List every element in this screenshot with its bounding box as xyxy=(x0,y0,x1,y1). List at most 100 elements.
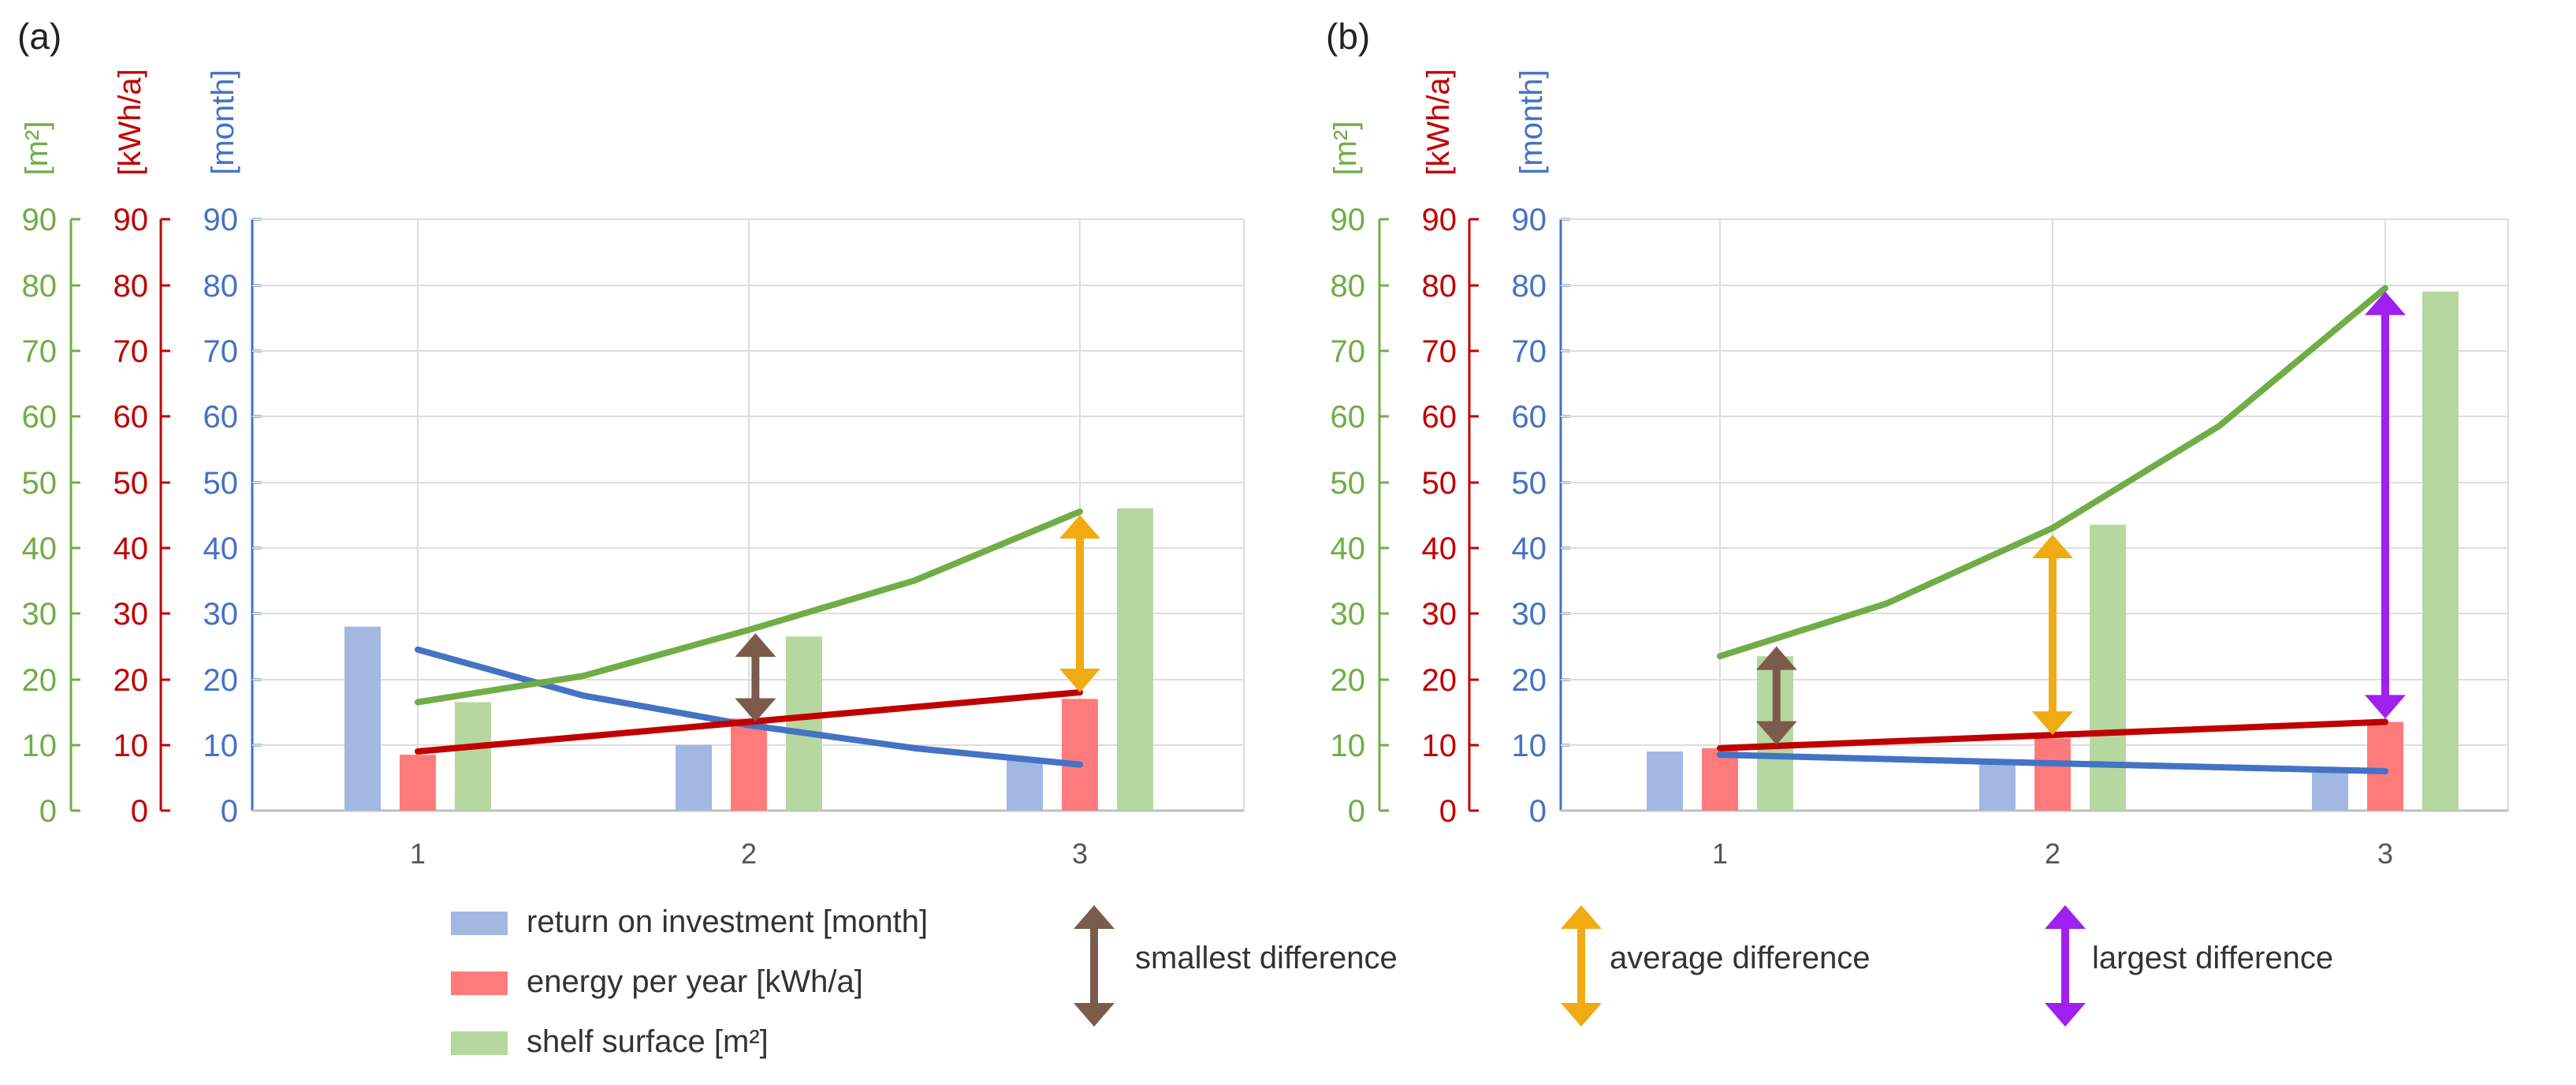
energy-tick-label: 60 xyxy=(114,400,149,434)
shelf-tick-label: 80 xyxy=(22,269,58,304)
energy-tick-label: 80 xyxy=(114,269,149,304)
average-difference-arrow-b xyxy=(2032,535,2073,736)
trend-line-shelf-b xyxy=(1717,285,2388,660)
panel-label-a: (a) xyxy=(17,16,61,57)
roi-tick-label: 30 xyxy=(1512,597,1547,632)
shelf-tick-label: 70 xyxy=(1331,334,1366,369)
energy-axis-tickmarks-b xyxy=(1469,218,1479,812)
bar-roi-b-1 xyxy=(1647,751,1683,811)
legend-average-arrow-head-down xyxy=(1561,1003,1602,1027)
energy-tick-label: 10 xyxy=(1422,729,1457,763)
x-axis-labels-b: 1 2 3 xyxy=(1712,837,2393,870)
smallest-arrow-b-head-up xyxy=(1755,646,1797,670)
legend-average-arrow-head-up xyxy=(1561,905,1602,929)
shelf-tick-label: 50 xyxy=(1331,466,1366,501)
axis-unit-shelf-b: [m²] xyxy=(1328,121,1363,176)
difference-arrows-b xyxy=(1755,291,2406,745)
shelf-axis-tickmarks-b xyxy=(1379,218,1389,812)
roi-tick-label: 30 xyxy=(203,597,239,632)
roi-tick-label: 40 xyxy=(203,531,239,566)
average-arrow-a-head-down xyxy=(1059,669,1100,692)
legend-label-average: average difference xyxy=(1610,941,1871,975)
average-difference-arrow-a xyxy=(1059,515,1100,692)
average-arrow-a-head-up xyxy=(1059,515,1100,539)
trend-line-roi-b xyxy=(1717,751,2388,774)
average-arrow-b-head-up xyxy=(2032,535,2073,558)
legend-largest-arrow-head-down xyxy=(2045,1003,2086,1027)
axis-unit-roi-a: [month] xyxy=(206,69,240,174)
legend-label-largest: largest difference xyxy=(2092,941,2333,975)
energy-tick-label: 50 xyxy=(1422,466,1457,501)
legend-label-energy: energy per year [kWh/a] xyxy=(527,964,863,999)
roi-tick-label: 50 xyxy=(203,466,239,501)
shelf-tick-label: 0 xyxy=(39,794,57,829)
roi-tick-label: 90 xyxy=(203,203,239,237)
shelf-tick-label: 60 xyxy=(1331,400,1366,434)
shelf-tick-label: 40 xyxy=(22,531,58,566)
roi-axis-ticks-b: 0 10 20 30 40 50 60 70 80 90 xyxy=(1512,203,1547,829)
energy-tick-label: 40 xyxy=(1422,531,1457,566)
x-tick-label: 1 xyxy=(1712,837,1728,870)
bar-energy-b-1 xyxy=(1702,748,1738,811)
shelf-tick-label: 40 xyxy=(1331,531,1366,566)
legend-label-shelf: shelf surface [m²] xyxy=(527,1024,769,1059)
x-axis-labels-a: 1 2 3 xyxy=(410,837,1088,870)
energy-tick-label: 20 xyxy=(1422,663,1457,698)
bar-energy-b-2 xyxy=(2034,738,2071,811)
bar-shelf-b-3 xyxy=(2422,291,2459,811)
shelf-tick-label: 20 xyxy=(22,663,58,698)
legend-smallest-arrow-head-down xyxy=(1074,1003,1115,1027)
bar-roi-a-1 xyxy=(344,626,381,811)
smallest-arrow-a-head-up xyxy=(735,633,776,657)
legend-largest-arrow-head-up xyxy=(2045,905,2086,929)
shelf-axis-ticks-a: 0 10 20 30 40 50 60 70 80 90 xyxy=(22,203,58,829)
roi-tick-label: 50 xyxy=(1512,466,1547,501)
shelf-tick-label: 20 xyxy=(1331,663,1366,698)
shelf-tick-label: 80 xyxy=(1331,269,1366,304)
smallest-arrow-a-head-down xyxy=(735,698,776,722)
energy-tick-label: 40 xyxy=(114,531,149,566)
bar-energy-a-2 xyxy=(731,718,767,811)
axis-unit-energy-b: [kWh/a] xyxy=(1421,69,1456,176)
bar-energy-a-3 xyxy=(1062,699,1098,811)
bars-b xyxy=(1647,291,2459,811)
energy-tick-label: 0 xyxy=(131,794,148,829)
legend: return on investment [month] energy per … xyxy=(451,904,2333,1059)
energy-tick-label: 80 xyxy=(1422,269,1457,304)
energy-tick-label: 60 xyxy=(1422,400,1457,434)
bar-shelf-a-2 xyxy=(786,636,822,811)
shelf-axis-ticks-b: 0 10 20 30 40 50 60 70 80 90 xyxy=(1331,203,1366,829)
roi-tick-label: 80 xyxy=(203,269,239,304)
bar-roi-a-3 xyxy=(1007,758,1043,811)
roi-tick-label: 20 xyxy=(203,663,239,698)
legend-label-smallest: smallest difference xyxy=(1135,941,1398,975)
bars-a xyxy=(344,508,1153,811)
roi-tick-label: 20 xyxy=(1512,663,1547,698)
trend-line-energy-a xyxy=(415,689,1083,755)
trend-line-energy-b xyxy=(1717,718,2388,751)
largest-difference-arrow-b xyxy=(2365,291,2406,719)
difference-arrows-a xyxy=(735,515,1100,722)
trend-lines-b xyxy=(1717,285,2388,774)
shelf-tick-label: 10 xyxy=(22,729,58,763)
roi-tick-label: 0 xyxy=(221,794,238,829)
energy-tick-label: 10 xyxy=(114,729,149,763)
shelf-tick-label: 30 xyxy=(22,597,58,632)
legend-swatch-roi xyxy=(451,912,508,935)
panel-label-b: (b) xyxy=(1326,16,1370,57)
trend-lines-a xyxy=(415,508,1083,768)
shelf-tick-label: 0 xyxy=(1348,794,1365,829)
legend-swatch-energy xyxy=(451,971,508,995)
largest-arrow-b-head-up xyxy=(2365,291,2406,315)
bar-shelf-a-1 xyxy=(455,702,491,811)
energy-tick-label: 30 xyxy=(1422,597,1457,632)
shelf-tick-label: 90 xyxy=(22,203,58,237)
roi-axis-ticks-a: 0 10 20 30 40 50 60 70 80 90 xyxy=(203,203,239,829)
legend-swatch-shelf xyxy=(451,1031,508,1055)
largest-arrow-b-head-down xyxy=(2365,695,2406,719)
energy-tick-label: 90 xyxy=(1422,203,1457,237)
energy-axis-ticks-b: 0 10 20 30 40 50 60 70 80 90 xyxy=(1422,203,1457,829)
energy-axis-ticks-a: 0 10 20 30 40 50 60 70 80 90 xyxy=(114,203,149,829)
bar-shelf-a-3 xyxy=(1117,508,1153,811)
trend-line-roi-a xyxy=(415,646,1083,768)
